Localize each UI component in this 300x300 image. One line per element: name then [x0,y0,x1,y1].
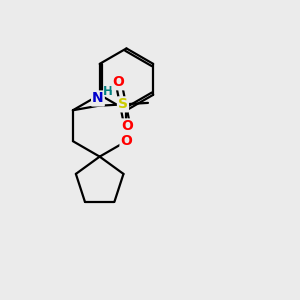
Text: H: H [102,85,112,98]
Text: O: O [112,75,124,89]
Text: S: S [118,98,128,111]
Text: O: O [121,134,132,148]
Text: N: N [92,92,104,106]
Text: O: O [122,119,133,134]
